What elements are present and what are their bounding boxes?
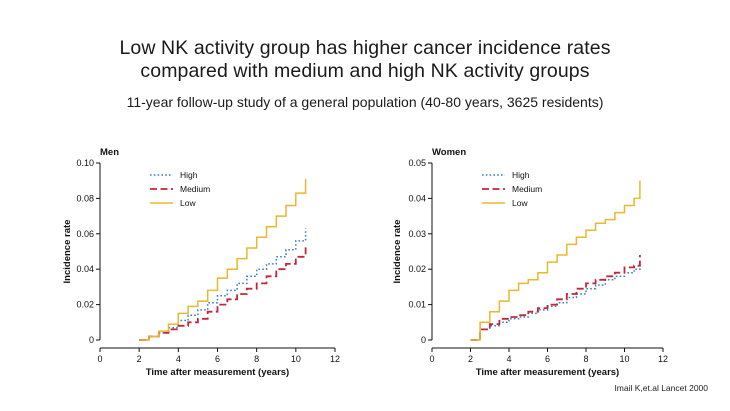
men-series-low-line [139, 178, 307, 341]
women-x-axis-label: Time after measurement (years) [476, 367, 619, 378]
women-y-tick-label: 0.05 [408, 158, 426, 168]
men-y-tick-label: 0.10 [76, 158, 94, 168]
women-y-tick-label: 0.02 [408, 264, 426, 274]
title-line-1: Low NK activity group has higher cancer … [119, 37, 611, 59]
men-panel-title: Men [100, 147, 119, 158]
men-x-axis-label: Time after measurement (years) [146, 367, 289, 378]
women-y-tick-label: 0 [421, 335, 426, 345]
men-x-tick-label: 10 [291, 354, 301, 364]
men-series-high-line [139, 228, 307, 341]
men-x-tick-label: 2 [137, 354, 142, 364]
women-x-tick-label: 8 [583, 354, 588, 364]
men-x-tick-label: 8 [254, 354, 259, 364]
women-x-tick-label: 2 [468, 354, 473, 364]
women-x-tick-label: 12 [658, 354, 668, 364]
title-line-2: compared with medium and high NK activit… [140, 60, 590, 82]
men-y-tick-label: 0.08 [76, 193, 94, 203]
women-panel-title: Women [432, 147, 466, 158]
men-y-tick-label: 0.04 [76, 264, 94, 274]
women-series-low-line [470, 180, 641, 341]
women-series-high-line [470, 258, 641, 341]
women-y-tick-label: 0.01 [408, 300, 426, 310]
women-series-medium-line [470, 255, 641, 341]
women-x-tick-label: 0 [429, 354, 434, 364]
women-legend-label-low: Low [512, 198, 528, 208]
women-legend-label-medium: Medium [512, 184, 542, 194]
subtitle: 11-year follow-up study of a general pop… [126, 94, 604, 110]
women-x-tick-label: 6 [545, 354, 550, 364]
women-x-tick-label: 10 [619, 354, 629, 364]
women-x-tick-label: 4 [506, 354, 511, 364]
men-legend-label-high: High [180, 170, 198, 180]
women-y-tick-label: 0.03 [408, 229, 426, 239]
men-y-tick-label: 0.06 [76, 229, 94, 239]
men-y-tick-label: 0.02 [76, 300, 94, 310]
men-legend-label-medium: Medium [180, 184, 210, 194]
men-x-tick-label: 12 [330, 354, 340, 364]
men-series-medium-line [139, 244, 307, 341]
women-y-tick-label: 0.04 [408, 193, 426, 203]
men-y-tick-label: 0 [89, 335, 94, 345]
men-x-tick-label: 6 [215, 354, 220, 364]
women-legend-label-high: High [512, 170, 530, 180]
men-x-tick-label: 4 [176, 354, 181, 364]
men-legend-label-low: Low [180, 198, 196, 208]
men-x-tick-label: 0 [97, 354, 102, 364]
men-y-axis-label: Incidence rate [62, 220, 73, 284]
women-y-axis-label: Incidence rate [392, 220, 403, 284]
credit-text: Imail K,et.al Lancet 2000 [614, 383, 708, 393]
